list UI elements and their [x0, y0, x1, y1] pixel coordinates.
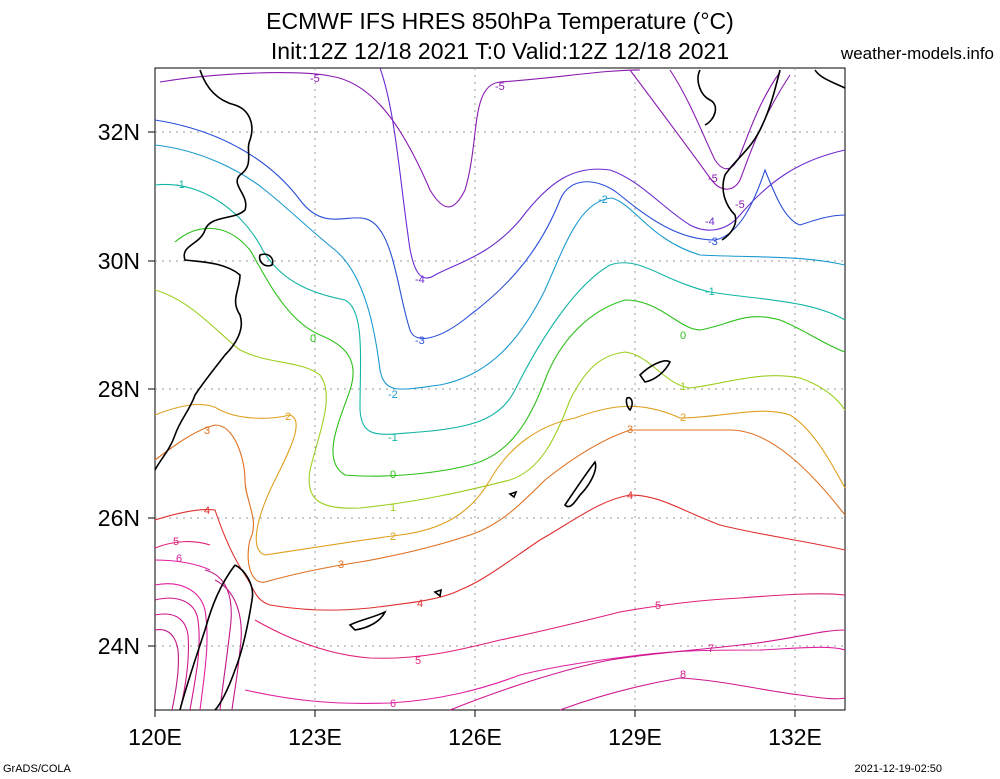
contour-label: 5 [415, 655, 421, 667]
coastline-kyushu [697, 69, 781, 241]
x-axis-labels: 120E 123E 126E 129E 132E [128, 724, 822, 750]
contour-label: 3 [627, 424, 633, 436]
y-tick-label: 24N [98, 633, 140, 659]
island-zhoushan [258, 253, 274, 267]
contour-label: 5 [655, 600, 661, 612]
contour-label: 6 [176, 553, 182, 565]
contour-label: -4 [415, 274, 425, 286]
contour-label: 1 [390, 502, 396, 514]
contour-label: 6 [390, 698, 396, 710]
contour-line [559, 677, 846, 711]
contour-label: -2 [388, 389, 398, 401]
title-line-1: ECMWF IFS HRES 850hPa Temperature (°C) [266, 8, 734, 34]
x-tick-label: 129E [608, 724, 662, 750]
contour-line [174, 227, 846, 477]
contour-line [154, 613, 189, 711]
contour-line [254, 593, 846, 659]
contour-label: 2 [285, 411, 291, 423]
contour-label: -5 [495, 81, 505, 93]
contour-label: 1 [680, 381, 686, 393]
contour-line [154, 583, 208, 711]
contour-line [159, 69, 641, 208]
contour-line [449, 629, 846, 711]
x-tick-label: 120E [128, 724, 182, 750]
contour-line [214, 579, 242, 711]
contour-label: -2 [598, 194, 608, 206]
contour-label: -1 [705, 286, 715, 298]
x-tick-label: 123E [288, 724, 342, 750]
contour-label: 2 [680, 412, 686, 424]
contour-label: 4 [204, 505, 210, 517]
coastline-taiwan [179, 564, 254, 711]
contour-label: 4 [627, 490, 633, 502]
coastline-honshu [814, 69, 846, 89]
contour-line [154, 404, 846, 556]
island-amami [638, 360, 672, 383]
contour-line [154, 119, 846, 339]
contour-line [154, 289, 846, 509]
x-tick-label: 126E [448, 724, 502, 750]
y-tick-label: 30N [98, 248, 140, 274]
title-line-2: Init:12Z 12/18 2021 T:0 Valid:12Z 12/18 … [270, 38, 730, 64]
contour-line [154, 541, 211, 549]
contour-line [154, 144, 846, 390]
contour-label: 5 [173, 536, 179, 548]
island-small [508, 490, 518, 499]
island-okinawa [563, 460, 597, 508]
footer-software: GrADS/COLA [3, 763, 71, 775]
contour-line [154, 628, 179, 711]
y-tick-label: 32N [98, 119, 140, 145]
contour-line [204, 569, 232, 711]
island-tokara [625, 396, 633, 412]
contour-line [154, 494, 846, 611]
footer-timestamp: 2021-12-19-02:50 [854, 763, 942, 775]
y-tick-label: 26N [98, 505, 140, 531]
coastline-china [154, 69, 253, 471]
contour-label: 0 [680, 330, 686, 342]
contour-label: 7 [708, 643, 714, 655]
temperature-contours [154, 67, 846, 711]
contour-label: 2 [390, 531, 396, 543]
contour-label: 4 [417, 598, 423, 610]
contour-label: -5 [735, 199, 745, 211]
contour-label: 3 [338, 559, 344, 571]
contour-line [669, 69, 781, 170]
axis-ticks [148, 131, 796, 717]
contour-line [154, 559, 211, 571]
coastlines [154, 69, 846, 711]
contour-label: 0 [310, 333, 316, 345]
contour-label: 3 [204, 425, 210, 437]
contour-line [154, 597, 200, 711]
island-senkaku [433, 588, 443, 598]
contour-label: -3 [415, 335, 425, 347]
contour-label: 0 [390, 469, 396, 481]
contour-label: -3 [708, 236, 718, 248]
contour-line [154, 183, 846, 435]
contour-label: -1 [175, 179, 185, 191]
contour-labels: -5 -5 -5 -5 -4 -4 -3 -3 -2 -2 -1 -1 -1 0… [173, 73, 745, 710]
contour-label: -5 [708, 173, 718, 185]
x-tick-label: 132E [768, 724, 822, 750]
y-axis-labels: 32N 30N 28N 26N 24N [98, 119, 140, 659]
contour-label: -4 [705, 216, 715, 228]
contour-label: 8 [680, 669, 686, 681]
contour-line [244, 646, 846, 704]
site-credit: weather-models.info [840, 44, 994, 63]
contour-line [379, 67, 846, 279]
contour-label: -5 [310, 73, 320, 85]
contour-label: -1 [388, 432, 398, 444]
contour-line [154, 424, 846, 583]
island-yaeyama [348, 610, 387, 631]
y-tick-label: 28N [98, 376, 140, 402]
